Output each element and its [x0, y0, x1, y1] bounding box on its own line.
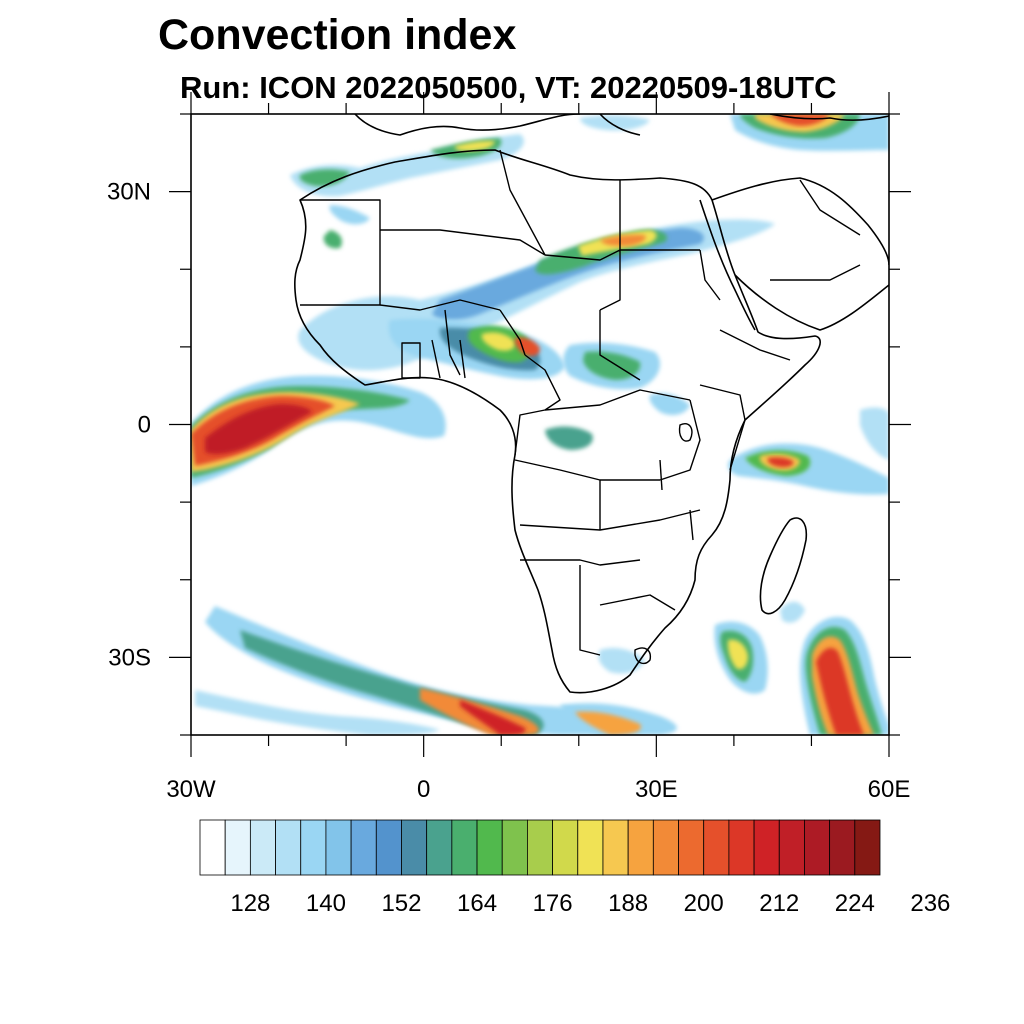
madagascar-coastline — [759, 517, 808, 615]
colorbar-tick-label: 164 — [457, 890, 497, 917]
colorbar-swatch — [527, 819, 553, 876]
colorbar-swatch — [375, 819, 402, 876]
country-borders — [300, 149, 861, 665]
south-indian-ocean-band — [780, 601, 889, 735]
mozambique-channel-cell — [598, 621, 768, 694]
europe-coastline — [354, 114, 889, 136]
colorbar-swatch — [778, 819, 805, 876]
colorbar-tick-label: 188 — [608, 890, 648, 917]
colorbar-swatch — [300, 819, 327, 876]
colorbar-swatch — [199, 819, 226, 876]
colorbar-swatch — [652, 819, 679, 876]
nigeria-cameroon-cluster — [468, 325, 593, 450]
colorbar-swatch — [426, 819, 453, 876]
red-sea-coastline — [699, 199, 756, 331]
colorbar: 128 140 152 164 176 188 200 212 224 236 — [199, 819, 950, 917]
south-atlantic-front — [195, 606, 677, 735]
lakes — [659, 423, 694, 541]
map-title: Convection index — [158, 11, 517, 59]
colorbar-tick-label: 128 — [230, 890, 270, 917]
colorbar-tick-label: 212 — [759, 890, 799, 917]
colorbar-swatch — [804, 819, 831, 876]
colorbar-swatch — [829, 819, 856, 876]
colorbar-swatch — [501, 819, 528, 876]
colorbar-swatch — [476, 819, 503, 876]
colorbar-swatch — [325, 819, 352, 876]
colorbar-swatch — [451, 819, 478, 876]
colorbar-tick-label: 224 — [835, 890, 875, 917]
colorbar-tick-label: 200 — [684, 890, 724, 917]
colorbar-swatch — [249, 819, 276, 876]
equatorial-atlantic-band — [191, 375, 446, 486]
x-axis-label: 0 — [417, 776, 430, 803]
y-axis-label: 30S — [108, 644, 151, 671]
colorbar-swatch — [703, 819, 730, 876]
sahel-north-africa-band — [298, 219, 775, 390]
axes: 30N 0 30S 30W 0 30E 60E — [107, 92, 911, 803]
arabia-coastline — [711, 177, 889, 331]
east-africa-coast-cell — [649, 393, 889, 495]
colorbar-swatch — [275, 819, 302, 876]
colorbar-swatch — [627, 819, 654, 876]
colorbar-swatch — [678, 819, 705, 876]
colorbar-swatch — [350, 819, 377, 876]
colorbar-swatch — [728, 819, 755, 876]
x-axis-label: 30W — [166, 776, 216, 803]
colorbar-swatch — [224, 819, 251, 876]
colorbar-swatch — [602, 819, 629, 876]
colorbar-swatch — [577, 819, 604, 876]
y-axis-label: 0 — [138, 412, 151, 439]
colorbar-tick-label: 152 — [381, 890, 421, 917]
colorbar-swatch — [401, 819, 428, 876]
colorbar-swatch — [854, 819, 881, 876]
colorbar-tick-label: 140 — [306, 890, 346, 917]
y-axis-label: 30N — [107, 179, 151, 206]
colorbar-tick-label: 236 — [910, 890, 950, 917]
map-subtitle: Run: ICON 2022050500, VT: 20220509-18UTC — [180, 70, 837, 105]
x-axis-label: 60E — [868, 776, 911, 803]
x-axis-label: 30E — [635, 776, 678, 803]
convection-field — [191, 114, 889, 735]
colorbar-tick-label: 176 — [533, 890, 573, 917]
colorbar-swatch — [552, 819, 579, 876]
colorbar-swatch — [753, 819, 780, 876]
mediterranean-east — [580, 114, 889, 151]
